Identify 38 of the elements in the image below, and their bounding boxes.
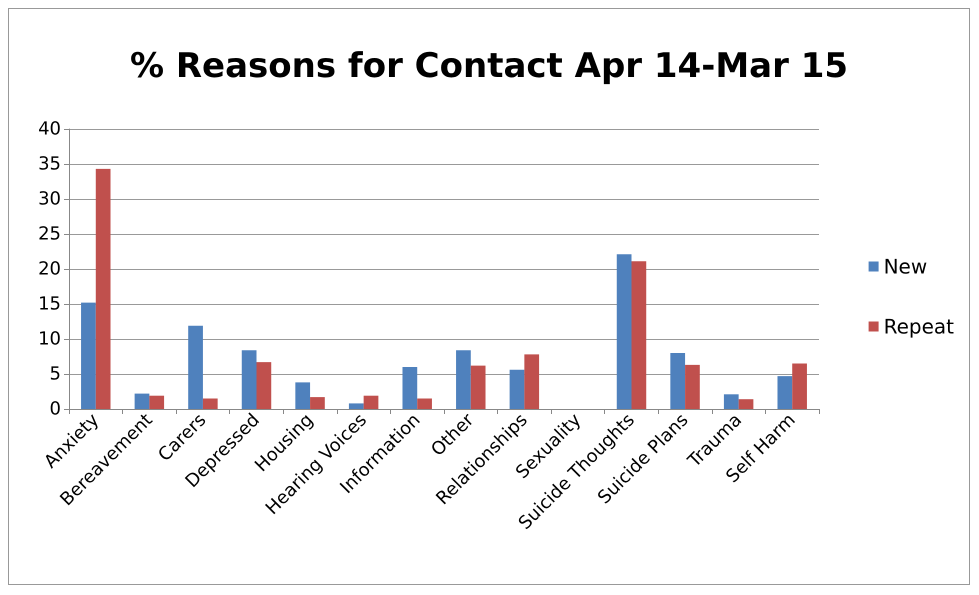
- y-tick-label: 30: [38, 188, 61, 210]
- y-tick-label: 20: [38, 258, 61, 280]
- bar: [685, 364, 700, 409]
- bar: [777, 376, 792, 409]
- bar: [295, 382, 310, 409]
- bar: [242, 350, 256, 409]
- bar: [134, 394, 150, 409]
- bar: [188, 326, 203, 409]
- bar: [81, 302, 96, 409]
- bar: [724, 394, 739, 409]
- bar: [364, 396, 378, 409]
- chart-title: % Reasons for Contact Apr 14-Mar 15: [130, 46, 848, 86]
- bar: [670, 353, 686, 409]
- y-tick-label: 15: [38, 294, 61, 314]
- y-tick-label: 35: [38, 154, 61, 174]
- y-tick-label: 0: [50, 398, 61, 420]
- y-tick-label: 10: [38, 328, 61, 350]
- bar: [632, 261, 646, 409]
- bar: [348, 403, 364, 409]
- bar: [202, 398, 218, 409]
- bar: [402, 367, 418, 409]
- bar: [417, 398, 432, 409]
- bar: [256, 362, 272, 409]
- bar: [510, 370, 524, 409]
- bar: [456, 350, 471, 409]
- bar: [792, 364, 807, 409]
- legend-label: New: [884, 254, 928, 278]
- legend-label: Repeat: [884, 314, 954, 338]
- y-tick-label: 25: [38, 224, 61, 244]
- bar: [149, 396, 164, 409]
- bar: [524, 354, 540, 409]
- y-tick-label: 40: [38, 118, 61, 140]
- y-tick-label: 5: [50, 364, 61, 384]
- bar: [738, 399, 754, 409]
- bar: [96, 168, 111, 409]
- bar: [310, 397, 325, 409]
- bar: [470, 366, 486, 409]
- bar: [616, 254, 632, 409]
